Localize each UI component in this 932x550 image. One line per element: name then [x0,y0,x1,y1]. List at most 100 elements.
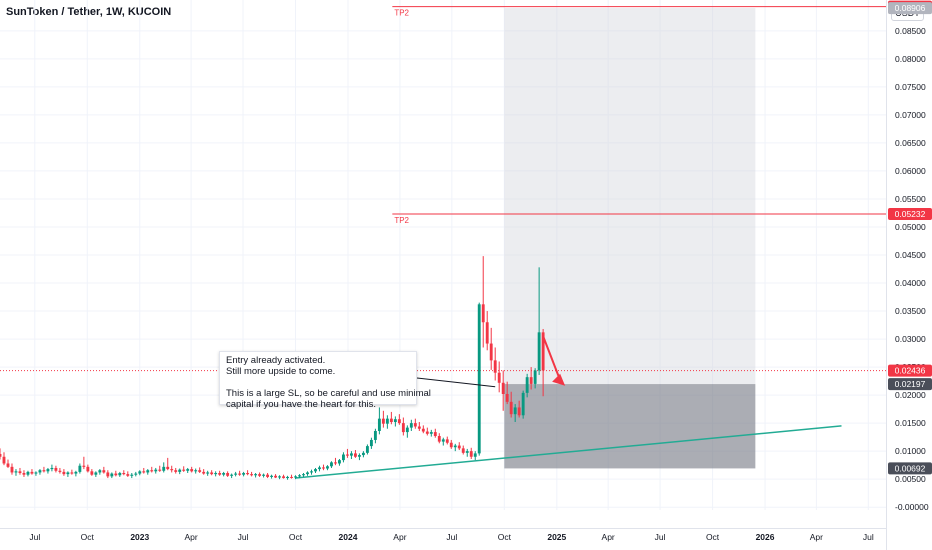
candle-body [342,454,345,461]
candle-body [437,436,441,442]
price-label-bg [888,2,932,15]
candle [505,381,509,405]
candle-body [513,407,517,415]
candle [346,448,349,458]
candle-body [521,392,525,416]
candle-body [14,471,18,473]
target-line-label: TP2 [394,216,409,225]
symbol-title: SunToken / Tether, 1W, KUCOIN [6,6,172,18]
candle-body [525,377,529,393]
candle-body [130,474,134,476]
candle [54,465,58,473]
candle [457,442,461,451]
candle [533,368,537,389]
candle-body [365,446,369,453]
x-tick-label: Jul [655,532,666,542]
candle [158,465,162,472]
candle-body [262,474,266,476]
y-tick-label: 0.05500 [895,194,926,204]
candle [290,474,293,479]
candle-body [26,471,30,475]
candle [126,471,130,477]
y-tick-label: 0.06000 [895,166,926,176]
candle [202,469,206,475]
candle [338,459,341,466]
candle [94,471,98,477]
candle-body [397,419,401,424]
candle-body [78,465,82,472]
candle-body [46,469,50,472]
candle [489,327,493,370]
candle-body [493,360,497,373]
candle [469,447,473,459]
candle-body [453,445,457,448]
candle [246,470,250,476]
candle-body [258,474,262,476]
price-axis[interactable]: -0.000000.005000.010000.015000.020000.02… [886,0,929,550]
candle [46,467,50,474]
candle [326,465,329,471]
candle [58,467,62,474]
candle [182,466,186,472]
candle-body [449,442,453,448]
candle-body [186,469,190,471]
y-tick-label: 0.03000 [895,334,926,344]
candle-body [182,469,186,471]
price-label-bg [888,364,932,377]
y-tick-label: 0.00500 [895,474,926,484]
price-label-text: 0.00692 [895,463,926,473]
candle-body [346,454,349,456]
candle [373,428,377,444]
y-tick-label: 0.01500 [895,418,926,428]
candle [250,471,254,477]
candle [170,465,174,473]
candle-body [353,453,357,457]
profit-zone [504,8,756,385]
candle-body [505,393,509,402]
candle [70,469,74,475]
candle [405,425,409,438]
candle-body [178,469,182,472]
candle-body [338,460,341,464]
candle [433,428,437,438]
candle-body [166,466,170,470]
candle [266,473,270,479]
candle-body [62,471,66,475]
x-tick-label: 2024 [339,532,358,542]
x-tick-label: Jul [863,532,874,542]
annotations [416,335,566,388]
candle-body [146,470,150,473]
candles [0,256,545,480]
x-tick-label: Apr [393,532,406,542]
candle [234,471,238,477]
candle-body [126,474,130,476]
candle-body [537,332,541,371]
candle-body [74,471,78,474]
note-connector [416,377,496,388]
candle-body [114,473,118,476]
candle [230,473,234,479]
candle [481,256,485,348]
candle [282,474,285,479]
candle [238,470,242,476]
candle [365,444,369,455]
y-tick-label: 0.02000 [895,390,926,400]
candle [210,470,214,476]
candle [449,439,453,449]
candle [34,471,38,476]
candle-body [214,473,218,475]
annotation-note[interactable]: Entry already activated. Still more upsi… [219,351,431,410]
candle [262,473,266,478]
candle [509,391,513,418]
candle [218,470,222,476]
candle-body [10,466,14,473]
x-tick-label: Jul [446,532,457,542]
candle [497,361,501,393]
candle-body [389,418,393,423]
candle [254,473,258,478]
y-tick-label: 0.05000 [895,222,926,232]
candle-body [102,470,106,473]
time-axis[interactable]: Jul Oct 2023 Apr Jul Oct 2024 Apr Jul Oct 2025 Apr J… [0,528,886,543]
candle-body [202,471,206,474]
